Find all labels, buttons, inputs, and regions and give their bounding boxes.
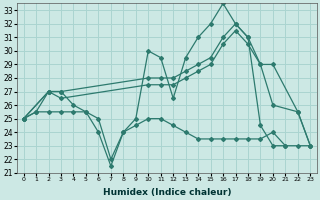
X-axis label: Humidex (Indice chaleur): Humidex (Indice chaleur) [103, 188, 231, 197]
